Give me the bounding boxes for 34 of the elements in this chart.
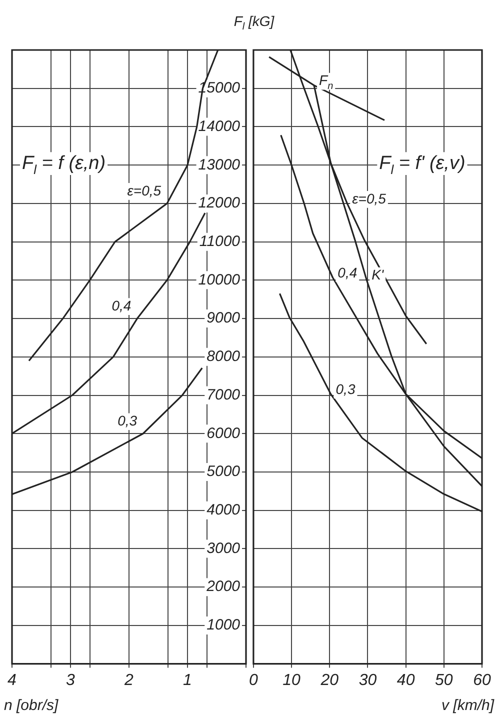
x-tick-label: 30 [358,672,377,689]
x-tick-label: 2 [124,672,134,689]
series-label: 0,3 [118,412,138,429]
y-tick-label: 13000 [198,156,241,174]
x-tick-label: 0 [248,672,258,689]
series-label: ε=0,5 [127,182,162,198]
y-tick-label: 14000 [198,118,241,135]
series-label: 0,3 [336,381,356,397]
y-tick-label: 8000 [206,348,241,366]
y-tick-label: 10000 [198,271,241,288]
series-label: 0,4 [338,264,358,280]
x-axis-title: n [obr/s] [4,696,60,714]
y-tick-label: 6000 [206,424,241,442]
series-label: 0,4 [112,297,132,314]
x-tick-label: 1 [183,672,192,689]
y-tick-label: 9000 [206,310,241,327]
x-tick-label: 10 [282,672,301,689]
y-tick-label: 11000 [199,232,241,250]
x-tick-label: 20 [320,672,339,689]
y-tick-label: 12000 [198,194,241,212]
x-axis-title: v [km/h] [441,696,495,714]
y-tick-label: 7000 [206,386,241,404]
x-tick-label: 4 [8,672,17,689]
y-tick-label: 4000 [206,502,241,519]
series-label: K' [372,266,385,283]
y-tick-label: 5000 [206,463,241,480]
y-tick-label: 2000 [206,578,241,596]
x-tick-label: 60 [473,672,491,689]
series-label: ε=0,5 [352,190,386,206]
x-tick-label: 50 [435,672,453,689]
y-tick-label: 3000 [206,540,241,557]
x-tick-label: 3 [66,672,76,689]
x-tick-label: 40 [396,672,415,689]
y-tick-label: 1000 [206,616,241,634]
